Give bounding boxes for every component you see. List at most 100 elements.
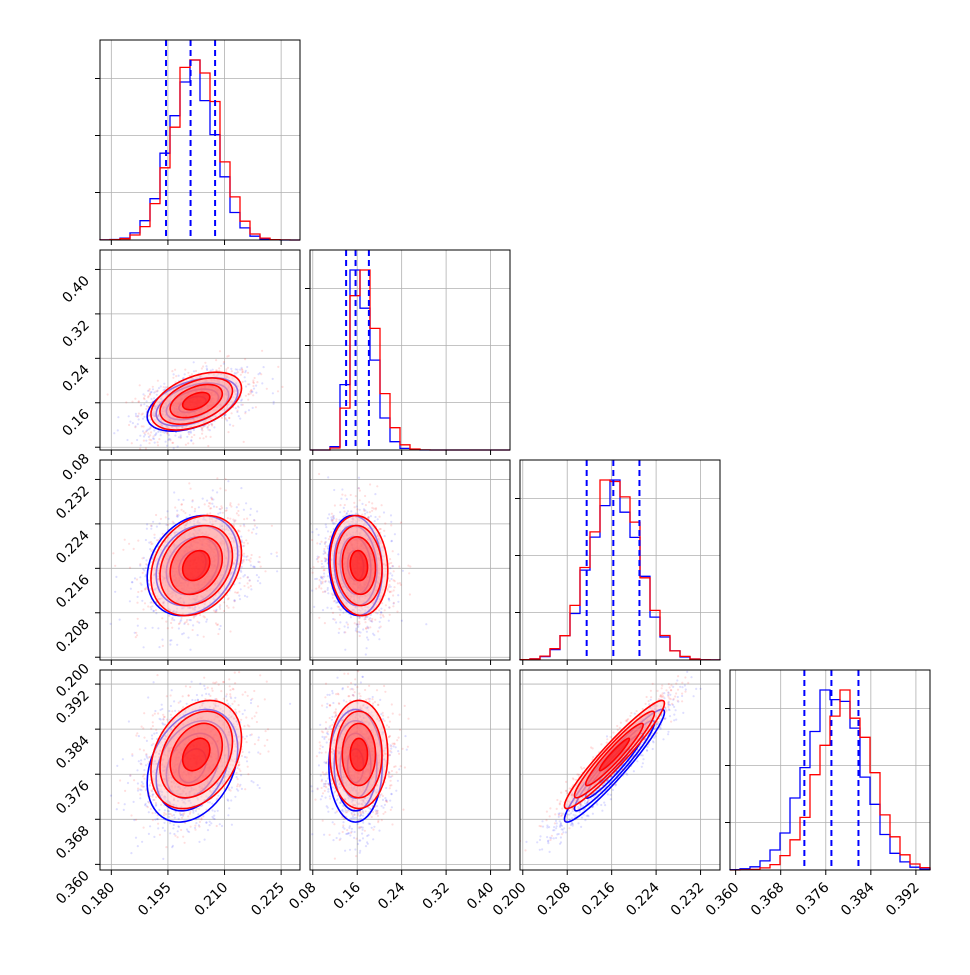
point — [356, 508, 358, 510]
point — [209, 512, 211, 514]
point — [244, 376, 246, 378]
point — [241, 369, 243, 371]
point — [224, 478, 226, 480]
point — [169, 439, 171, 441]
point — [311, 531, 313, 533]
point — [143, 440, 145, 442]
point — [374, 493, 376, 495]
point — [243, 542, 245, 544]
point — [227, 480, 229, 482]
point — [218, 628, 220, 630]
point — [325, 580, 327, 582]
point — [197, 634, 199, 636]
point — [255, 385, 257, 387]
point — [145, 567, 147, 569]
point — [237, 405, 239, 407]
point — [250, 508, 252, 510]
point — [328, 581, 330, 583]
point — [359, 499, 361, 501]
point — [390, 514, 392, 516]
point — [152, 521, 154, 523]
point — [256, 510, 258, 512]
point — [375, 611, 377, 613]
point — [323, 572, 325, 574]
point — [150, 541, 152, 543]
point — [366, 636, 368, 638]
point — [152, 425, 154, 427]
point — [139, 563, 141, 565]
point — [114, 591, 116, 593]
point — [162, 431, 164, 433]
point — [229, 630, 231, 632]
point — [180, 619, 182, 621]
point — [240, 400, 242, 402]
point — [253, 388, 255, 390]
point — [322, 609, 324, 611]
point — [172, 377, 174, 379]
point — [146, 528, 148, 530]
point — [148, 406, 150, 408]
point — [372, 633, 374, 635]
point — [350, 616, 352, 618]
point — [216, 477, 218, 479]
point — [135, 636, 137, 638]
point — [276, 552, 278, 554]
point — [324, 622, 326, 624]
point — [152, 610, 154, 612]
point — [240, 536, 242, 538]
point — [219, 350, 221, 352]
point — [247, 555, 249, 557]
point — [137, 540, 139, 542]
point — [207, 426, 209, 428]
point — [213, 426, 215, 428]
point — [251, 389, 253, 391]
point — [202, 365, 204, 367]
point — [250, 564, 252, 566]
point — [208, 505, 210, 507]
point — [238, 514, 240, 516]
point — [380, 608, 382, 610]
point — [252, 407, 254, 409]
point — [327, 547, 329, 549]
point — [229, 502, 231, 504]
point — [393, 589, 395, 591]
point — [327, 575, 329, 577]
point — [324, 560, 326, 562]
point — [194, 510, 196, 512]
point — [171, 370, 173, 372]
point — [230, 368, 232, 370]
point — [201, 433, 203, 435]
point — [203, 636, 205, 638]
point — [384, 535, 386, 537]
point — [143, 425, 145, 427]
point — [245, 502, 247, 504]
point — [366, 647, 368, 649]
point — [136, 602, 138, 604]
point — [366, 631, 368, 633]
point — [145, 431, 147, 433]
point — [319, 579, 321, 581]
point — [374, 516, 376, 518]
point — [313, 566, 315, 568]
point — [190, 488, 192, 490]
point — [240, 571, 242, 573]
point — [354, 506, 356, 508]
point — [323, 550, 325, 552]
point — [219, 604, 221, 606]
point — [229, 424, 231, 426]
point — [150, 525, 152, 527]
point — [242, 404, 244, 406]
point — [211, 498, 213, 500]
point — [149, 558, 151, 560]
point — [347, 510, 349, 512]
point — [160, 431, 162, 433]
point — [240, 487, 242, 489]
point — [250, 392, 252, 394]
point — [258, 576, 260, 578]
point — [152, 386, 154, 388]
point — [212, 448, 214, 450]
point — [131, 442, 133, 444]
point — [232, 606, 234, 608]
scatter-p2-p0-1 — [112, 477, 278, 647]
point — [152, 627, 154, 629]
